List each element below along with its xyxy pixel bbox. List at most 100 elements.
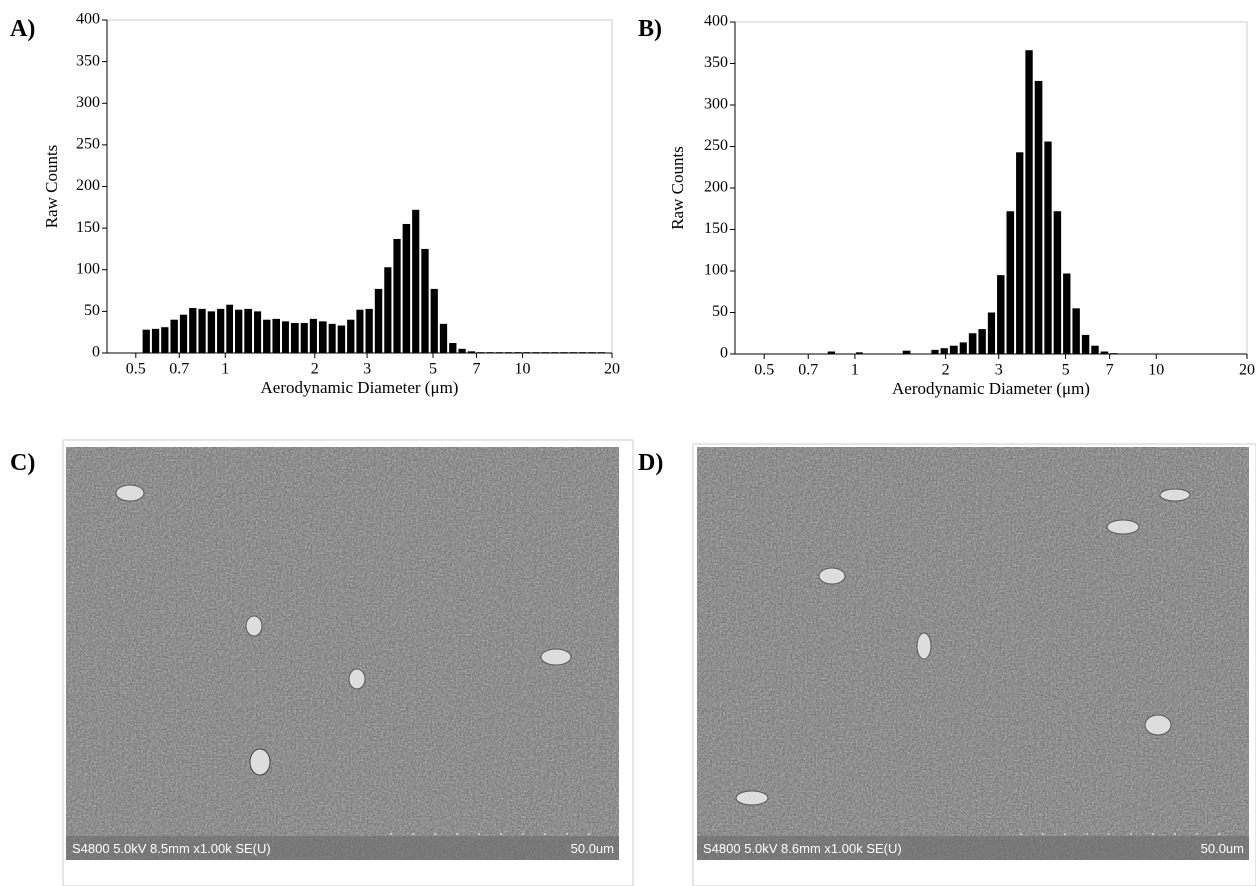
bar — [365, 308, 373, 353]
bar — [495, 352, 503, 353]
plot-frame — [734, 21, 1248, 355]
x-tick-label: 2 — [311, 361, 319, 378]
x-tick-label: 0.7 — [169, 361, 189, 378]
y-tick-label: 350 — [76, 52, 100, 69]
bar — [588, 352, 596, 353]
bar — [541, 352, 550, 353]
y-tick-label: 200 — [76, 177, 100, 194]
info-bar — [697, 836, 1249, 860]
bar — [477, 352, 485, 353]
y-tick-label: 400 — [76, 11, 100, 28]
bar — [1006, 211, 1015, 354]
plot-frame — [106, 19, 613, 354]
bar — [347, 319, 355, 353]
bar — [1100, 351, 1109, 354]
sem-image: S4800 5.0kV 8.5mm x1.00k SE(U) 50.0um — [62, 439, 634, 886]
image-texture — [697, 447, 1249, 860]
y-axis-label: Raw Counts — [668, 146, 687, 230]
bar — [902, 350, 911, 354]
y-axis-label: Raw Counts — [42, 145, 61, 229]
y-tick-label: 150 — [76, 219, 100, 236]
bar — [959, 342, 967, 354]
bar — [458, 348, 466, 353]
particle — [348, 668, 366, 690]
bar — [309, 318, 317, 353]
bar — [300, 323, 308, 353]
panel-label: C) — [10, 450, 35, 476]
particle — [1144, 714, 1172, 736]
chart: 0 50 100 150 200 250 300 350 400 0.5 0.7 1 2 3 5 7 10 20 A… — [668, 13, 1255, 398]
image-texture — [66, 447, 619, 860]
bar — [170, 319, 178, 353]
bar — [272, 318, 281, 353]
bar — [949, 345, 958, 354]
x-tick-label: 7 — [472, 361, 480, 378]
x-tick-label: 0.5 — [126, 361, 146, 378]
bar — [855, 352, 863, 354]
particle — [115, 484, 145, 502]
particle — [1106, 519, 1140, 535]
bar — [374, 288, 383, 353]
bar — [968, 333, 977, 354]
y-tick-label: 0 — [92, 344, 100, 361]
bar — [1044, 141, 1052, 354]
panel-label: A) — [10, 16, 35, 42]
y-tick-label: 250 — [76, 136, 100, 153]
x-tick-label: 3 — [995, 362, 1003, 379]
bar — [523, 352, 531, 353]
bar — [940, 348, 948, 354]
bar — [1063, 273, 1071, 354]
bar — [337, 325, 346, 353]
bar — [997, 275, 1005, 354]
y-tick-label: 100 — [704, 262, 728, 279]
bar — [290, 323, 299, 353]
bar — [189, 308, 197, 353]
bar — [207, 311, 216, 353]
x-tick-label: 20 — [1239, 362, 1255, 379]
bar — [226, 304, 234, 353]
x-axis-label: Aerodynamic Diameter (μm) — [261, 378, 459, 397]
bar — [393, 238, 401, 353]
bar — [235, 309, 243, 353]
image-frame — [62, 439, 634, 886]
bar — [931, 349, 939, 354]
bar — [198, 308, 206, 353]
x-tick-label: 2 — [942, 362, 950, 379]
scale-label: 50.0um — [1201, 841, 1244, 856]
image-info: S4800 5.0kV 8.6mm x1.00k SE(U) — [703, 841, 902, 856]
bar — [412, 209, 420, 353]
particle — [249, 748, 271, 776]
y-tick-label: 50 — [712, 303, 728, 320]
bar — [597, 352, 606, 353]
particle — [1159, 488, 1191, 502]
x-tick-label: 5 — [429, 361, 437, 378]
bar — [569, 352, 578, 353]
x-tick-label: 0.7 — [798, 362, 818, 379]
x-tick-label: 7 — [1106, 362, 1114, 379]
bar — [282, 321, 289, 353]
x-tick-label: 20 — [604, 361, 620, 378]
x-tick-label: 1 — [851, 362, 859, 379]
bar — [486, 352, 494, 353]
bar — [161, 327, 169, 353]
bar — [449, 343, 457, 353]
scale-label: 50.0um — [571, 841, 614, 856]
y-tick-label: 0 — [720, 345, 728, 362]
bar — [560, 352, 568, 353]
bar — [263, 319, 271, 353]
x-tick-label: 3 — [363, 361, 371, 378]
chart: 0 50 100 150 200 250 300 350 400 0.5 0.7 1 2 3 5 7 10 20 A… — [42, 11, 620, 397]
bar — [1025, 50, 1033, 354]
bar — [384, 267, 392, 353]
x-tick-label: 1 — [221, 361, 229, 378]
bar — [217, 308, 225, 353]
bar — [1072, 308, 1080, 354]
x-axis-label: Aerodynamic Diameter (μm) — [892, 379, 1090, 398]
image-info: S4800 5.0kV 8.5mm x1.00k SE(U) — [72, 841, 271, 856]
y-tick-label: 50 — [84, 302, 100, 319]
bar — [179, 314, 188, 353]
bar — [1091, 345, 1099, 354]
bar — [151, 328, 160, 353]
bar — [402, 223, 411, 353]
particle — [540, 648, 572, 666]
